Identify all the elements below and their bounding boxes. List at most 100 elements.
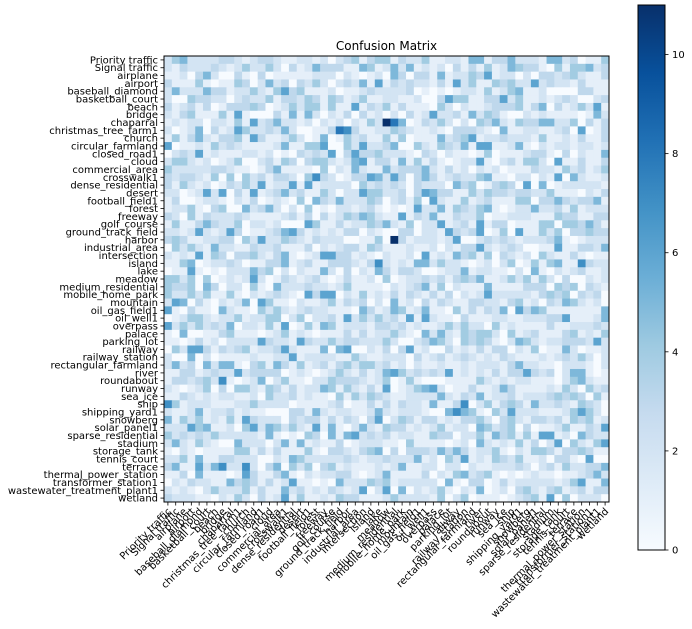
heatmap-cell xyxy=(585,56,594,65)
heatmap-cell xyxy=(515,243,524,253)
heatmap-cell xyxy=(234,392,243,401)
heatmap-cell xyxy=(242,204,251,213)
heatmap-cell xyxy=(460,110,469,119)
heatmap-cell xyxy=(538,181,547,190)
heatmap-cell xyxy=(187,439,196,448)
heatmap-cell xyxy=(476,408,485,417)
heatmap-cell xyxy=(195,447,204,456)
heatmap-cell xyxy=(413,149,423,159)
heatmap-cell xyxy=(265,173,274,182)
heatmap-cell xyxy=(460,126,469,135)
heatmap-cell xyxy=(429,181,438,190)
heatmap-cell xyxy=(530,408,540,417)
heatmap-cell xyxy=(203,79,212,88)
heatmap-cell xyxy=(234,243,243,253)
heatmap-cell xyxy=(406,447,415,456)
heatmap-cell xyxy=(515,79,524,88)
heatmap-cell xyxy=(530,415,540,425)
heatmap-cell xyxy=(476,392,485,401)
heatmap-cell xyxy=(499,392,508,401)
heatmap-cell xyxy=(585,353,594,362)
heatmap-cell xyxy=(320,275,329,284)
heatmap-cell xyxy=(406,63,415,73)
heatmap-cell xyxy=(562,478,571,487)
heatmap-cell xyxy=(593,110,602,119)
heatmap-cell xyxy=(569,486,579,495)
heatmap-cell xyxy=(523,165,532,174)
heatmap-cell xyxy=(257,251,266,260)
heatmap-cell xyxy=(312,275,321,284)
heatmap-cell xyxy=(601,165,610,174)
heatmap-cell xyxy=(421,110,430,119)
heatmap-cell xyxy=(593,142,602,151)
heatmap-cell xyxy=(374,134,383,143)
heatmap-cell xyxy=(179,462,188,472)
heatmap-cell xyxy=(366,235,376,245)
heatmap-cell xyxy=(577,439,586,448)
heatmap-cell xyxy=(210,126,220,135)
heatmap-cell xyxy=(171,439,181,448)
heatmap-cell xyxy=(203,392,212,401)
heatmap-cell xyxy=(499,290,508,299)
heatmap-cell xyxy=(445,259,454,268)
heatmap-cell xyxy=(195,56,204,65)
heatmap-cell xyxy=(452,408,462,417)
heatmap-cell xyxy=(468,243,477,253)
heatmap-cell xyxy=(304,134,313,143)
heatmap-cell xyxy=(242,486,251,495)
heatmap-cell xyxy=(187,322,196,331)
heatmap-cell xyxy=(164,71,173,80)
heatmap-cell xyxy=(507,322,516,331)
heatmap-cell xyxy=(195,314,204,323)
heatmap-cell xyxy=(195,486,204,495)
heatmap-cell xyxy=(577,196,586,206)
heatmap-cell xyxy=(366,126,376,135)
heatmap-cell xyxy=(382,314,391,323)
heatmap-cell xyxy=(554,423,563,432)
heatmap-cell xyxy=(273,71,282,80)
heatmap-cell xyxy=(179,165,188,174)
heatmap-cell xyxy=(382,267,391,276)
heatmap-cell xyxy=(187,306,196,315)
heatmap-cell xyxy=(257,447,266,456)
heatmap-cell xyxy=(242,329,251,339)
heatmap-cell xyxy=(187,462,196,472)
heatmap-cell xyxy=(234,368,243,378)
heatmap-cell xyxy=(257,228,266,237)
heatmap-cell xyxy=(554,110,563,119)
heatmap-cell xyxy=(562,337,571,346)
heatmap-cell xyxy=(366,486,376,495)
heatmap-cell xyxy=(242,79,251,88)
heatmap-cell xyxy=(195,322,204,331)
heatmap-cell xyxy=(187,353,196,362)
heatmap-cell xyxy=(374,181,383,190)
heatmap-cell xyxy=(226,329,235,339)
heatmap-cell xyxy=(249,337,259,346)
heatmap-cell xyxy=(554,322,563,331)
heatmap-cell xyxy=(210,95,220,104)
heatmap-cell xyxy=(476,368,485,378)
heatmap-cell xyxy=(226,134,235,143)
heatmap-cell xyxy=(554,290,563,299)
heatmap-cell xyxy=(218,478,227,487)
heatmap-cell xyxy=(452,353,462,362)
heatmap-cell xyxy=(390,87,399,96)
heatmap-cell xyxy=(585,384,594,393)
heatmap-cell xyxy=(593,447,602,456)
heatmap-cell xyxy=(577,228,586,237)
heatmap-cell xyxy=(413,181,423,190)
heatmap-cell xyxy=(523,408,532,417)
heatmap-cell xyxy=(304,142,313,151)
heatmap-cell xyxy=(187,157,196,166)
heatmap-cell xyxy=(499,110,508,119)
heatmap-cell xyxy=(421,220,430,229)
heatmap-cell xyxy=(468,220,477,229)
heatmap-cell xyxy=(538,173,547,182)
heatmap-cell xyxy=(476,95,485,104)
heatmap-cell xyxy=(366,56,376,65)
heatmap-cell xyxy=(218,275,227,284)
heatmap-cell xyxy=(226,290,235,299)
heatmap-cell xyxy=(195,275,204,284)
heatmap-cell xyxy=(445,228,454,237)
heatmap-cell xyxy=(343,102,352,112)
